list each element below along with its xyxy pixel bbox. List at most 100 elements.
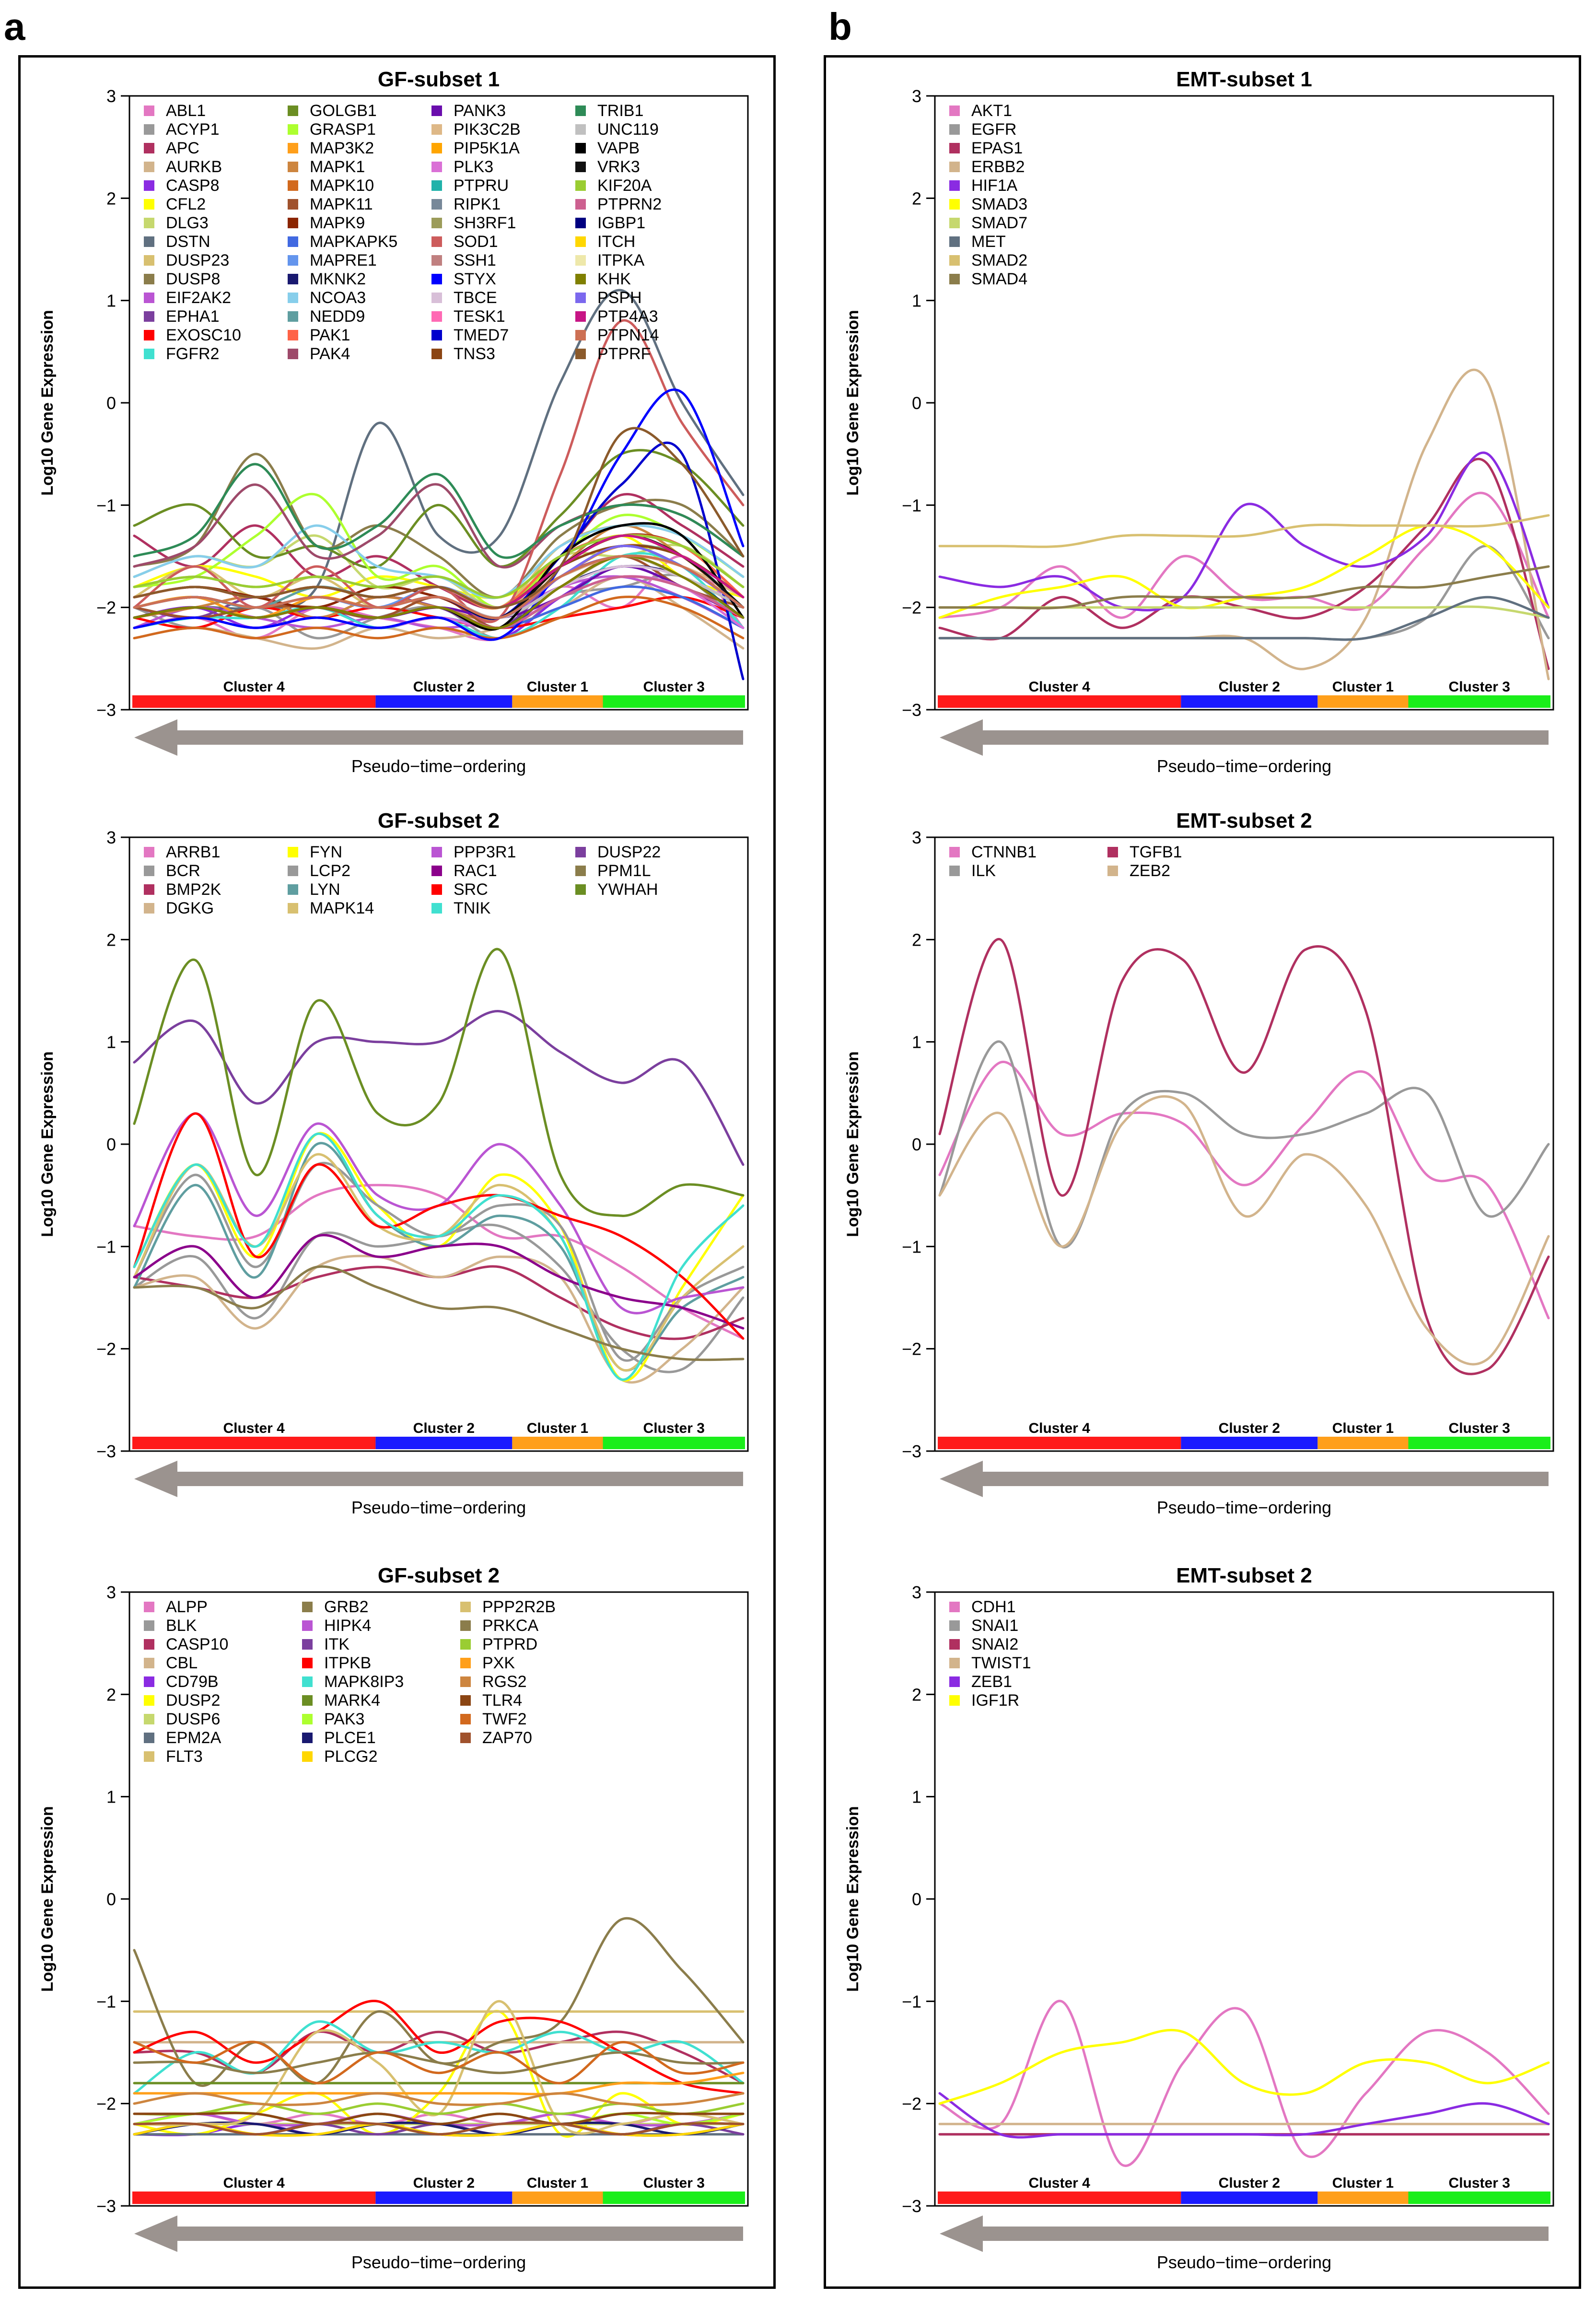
legend-label-prkca: PRKCA <box>482 1617 538 1635</box>
legend-label-khk: KHK <box>597 270 631 288</box>
y-axis-label: Log10 Gene Expression <box>38 1051 57 1237</box>
cluster-label-cluster-4: Cluster 4 <box>223 1420 285 1436</box>
panel-label-b: b <box>828 5 852 48</box>
legend-label-lcp2: LCP2 <box>310 862 350 880</box>
legend-label-itk: ITK <box>324 1635 349 1653</box>
legend-swatch-ptpn14 <box>575 330 586 340</box>
plot-frame <box>934 836 1554 1452</box>
legend-label-fyn: FYN <box>310 843 342 861</box>
legend-label-ncoa3: NCOA3 <box>310 289 366 307</box>
plot-frame <box>934 1591 1554 2207</box>
plot-frame <box>128 836 749 1452</box>
legend-swatch-rgs2 <box>460 1676 471 1687</box>
legend-swatch-ppp2r2b <box>460 1602 471 1612</box>
pseudo-time-arrow-head <box>940 2215 983 2252</box>
legend-swatch-bcr <box>144 866 154 876</box>
series-line-kif20a <box>133 534 745 599</box>
legend-label-cdh1: CDH1 <box>971 1598 1016 1616</box>
legend-swatch-cbl <box>144 1658 154 1668</box>
legend-label-dgkg: DGKG <box>166 899 214 917</box>
y-tick-label: −3 <box>902 1441 921 1461</box>
cluster-band-cluster-4 <box>938 695 1181 708</box>
series-line-mapk8ip3 <box>133 2020 745 2095</box>
legend-label-apc: APC <box>166 139 199 157</box>
series-line-trib1 <box>133 463 745 559</box>
legend-label-mark4: MARK4 <box>324 1691 380 1710</box>
chart-gf-subset-1: GF-subset 1 Log10 Gene Expression 3 2 1 0 −1 −2… <box>38 68 749 776</box>
pseudo-time-arrow-head <box>940 1461 983 1497</box>
y-tick-label: −3 <box>96 2196 116 2216</box>
legend-label-sh3rf1: SH3RF1 <box>454 214 516 232</box>
chart-title: GF-subset 2 <box>378 1564 500 1587</box>
legend-label-kif20a: KIF20A <box>597 176 652 195</box>
legend-swatch-blk <box>144 1620 154 1631</box>
legend-swatch-igf1r <box>949 1695 960 1706</box>
legend-swatch-pak1 <box>288 330 298 340</box>
legend-label-ppm1l: PPM1L <box>597 862 651 880</box>
y-tick-label: 3 <box>912 86 921 106</box>
legend-swatch-epas1 <box>949 143 960 153</box>
y-tick-label: 3 <box>912 1582 921 1602</box>
y-tick-label: −2 <box>902 2094 921 2114</box>
y-tick-label: −3 <box>96 1441 116 1461</box>
cluster-label-cluster-1: Cluster 1 <box>1332 1420 1394 1436</box>
legend-label-ptpn14: PTPN14 <box>597 326 659 344</box>
cluster-band-cluster-4 <box>132 695 376 708</box>
legend-swatch-mapk1 <box>288 162 298 172</box>
legend-label-styx: STYX <box>454 270 496 288</box>
y-tick-label: 1 <box>106 1032 116 1052</box>
legend-swatch-itch <box>575 236 586 247</box>
y-tick-label: 0 <box>106 1135 116 1154</box>
legend-label-bmp2k: BMP2K <box>166 880 221 899</box>
y-tick-label: 0 <box>912 1135 921 1154</box>
series-line-khk <box>133 555 745 630</box>
legend-swatch-dusp2 <box>144 1695 154 1706</box>
legend-swatch-unc119 <box>575 124 586 135</box>
series-line-ppm1l <box>133 1265 745 1361</box>
legend-swatch-plce1 <box>302 1733 313 1743</box>
y-tick-label: 0 <box>912 1889 921 1909</box>
legend-label-dstn: DSTN <box>166 233 210 251</box>
series-line-styx <box>133 388 745 641</box>
legend-label-dusp6: DUSP6 <box>166 1710 220 1728</box>
legend-label-ssh1: SSH1 <box>454 251 496 270</box>
legend-swatch-ssh1 <box>431 255 442 266</box>
series-line-epas1 <box>938 457 1550 670</box>
legend-label-cfl2: CFL2 <box>166 195 206 213</box>
legend-label-rgs2: RGS2 <box>482 1673 527 1691</box>
legend-label-akt1: AKT1 <box>971 102 1012 120</box>
series-line-ptprf <box>133 427 745 609</box>
cluster-band-cluster-1 <box>1317 1437 1409 1449</box>
legend-swatch-ptprd <box>460 1639 471 1650</box>
legend-swatch-prkca <box>460 1620 471 1631</box>
y-tick-label: −1 <box>96 1992 116 2011</box>
chart-title: GF-subset 2 <box>378 809 500 832</box>
legend-swatch-dusp22 <box>575 847 586 857</box>
series-line-grb2 <box>133 1917 745 2087</box>
legend-swatch-abl1 <box>144 105 154 116</box>
legend-swatch-plk3 <box>431 162 442 172</box>
legend-label-map3k2: MAP3K2 <box>310 139 374 157</box>
legend-swatch-pak3 <box>302 1714 313 1724</box>
series-line-rac1 <box>133 1234 745 1330</box>
legend-swatch-ripk1 <box>431 199 442 210</box>
legend-swatch-twist1 <box>949 1658 960 1668</box>
cluster-band-cluster-4 <box>938 1437 1181 1449</box>
series-line-twf2 <box>133 2040 745 2085</box>
legend-swatch-vapb <box>575 143 586 153</box>
cluster-label-cluster-4: Cluster 4 <box>1028 2175 1090 2191</box>
y-tick-label: 3 <box>912 828 921 847</box>
pseudo-time-arrow-head <box>134 1461 177 1497</box>
legend-label-snai2: SNAI2 <box>971 1635 1018 1653</box>
y-axis-label: Log10 Gene Expression <box>844 310 862 495</box>
legend-swatch-mapk8ip3 <box>302 1676 313 1687</box>
legend-label-dlg3: DLG3 <box>166 214 209 232</box>
legend-swatch-mapk14 <box>288 903 298 914</box>
legend-swatch-styx <box>431 274 442 284</box>
cluster-band-cluster-2 <box>1181 2192 1318 2204</box>
legend-swatch-tgfb1 <box>1107 847 1118 857</box>
legend-label-zeb2: ZEB2 <box>1130 862 1170 880</box>
pseudo-time-label: Pseudo−time−ordering <box>1157 1498 1331 1517</box>
legend-label-eif2ak2: EIF2AK2 <box>166 289 231 307</box>
y-tick-label: −2 <box>902 598 921 618</box>
